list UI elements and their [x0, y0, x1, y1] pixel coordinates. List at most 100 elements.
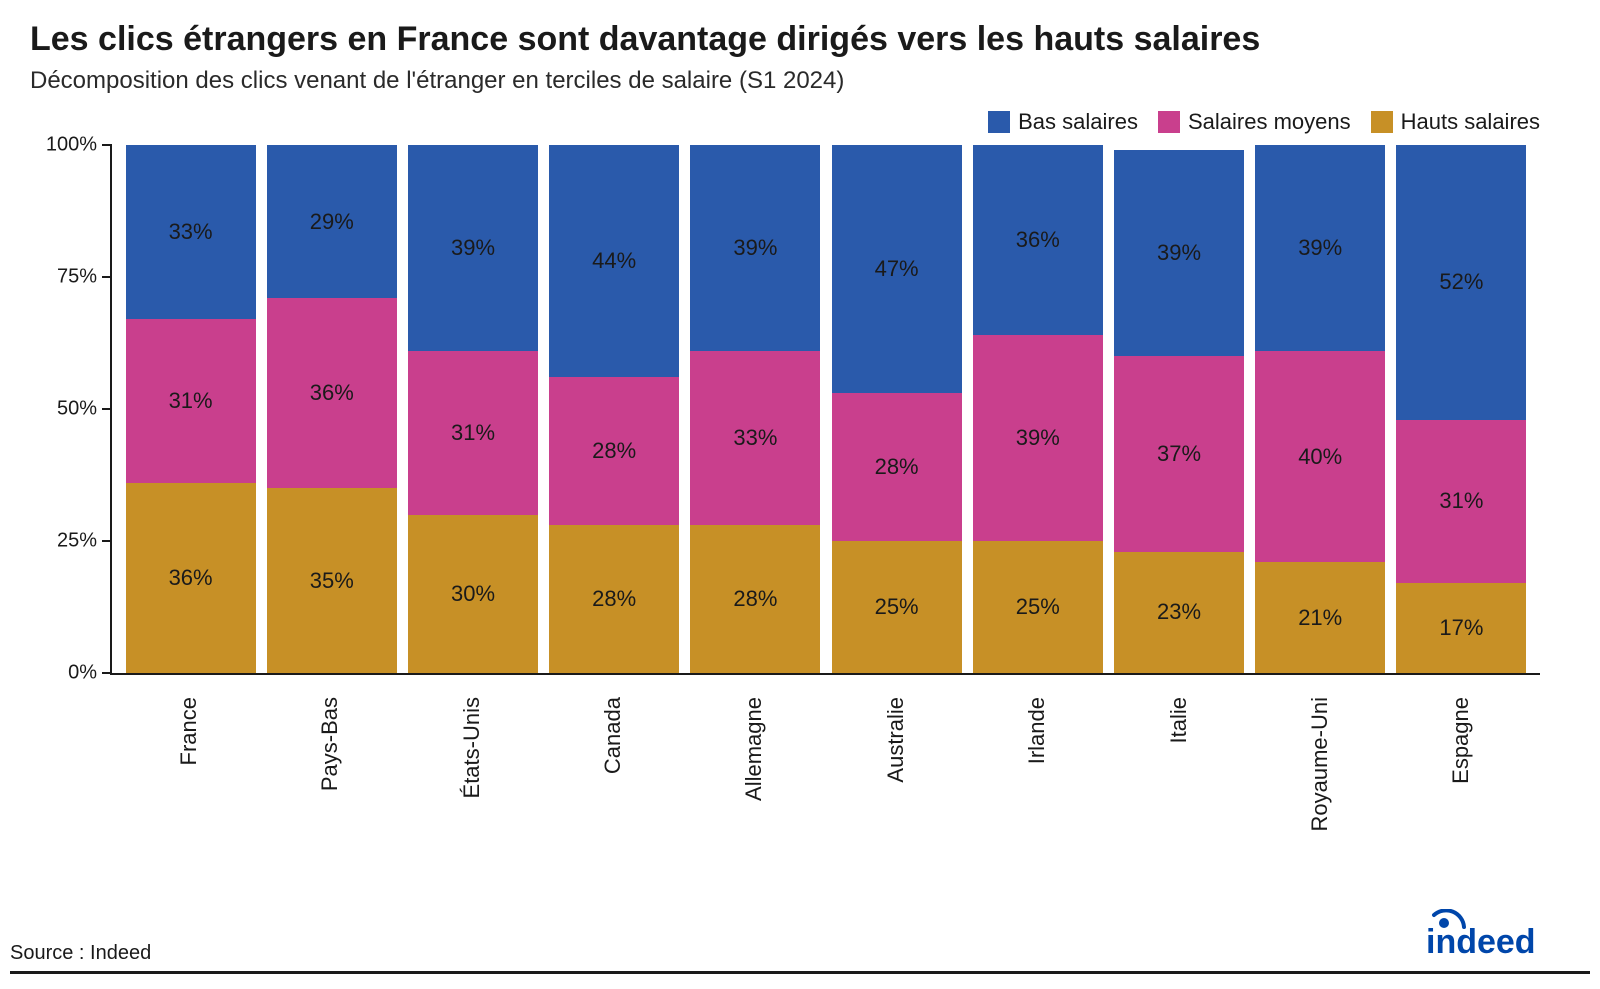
y-tick-label: 25%: [42, 530, 97, 553]
x-axis-label: Royaume-Uni: [1307, 697, 1333, 832]
x-axis-label: États-Unis: [459, 697, 485, 798]
legend-swatch: [1371, 111, 1393, 133]
bar-slot: 23%37%39%: [1108, 145, 1249, 673]
bar-segment-moyen: 31%: [126, 319, 256, 483]
x-label-slot: Royaume-Uni: [1249, 685, 1390, 865]
y-tick-label: 50%: [42, 398, 97, 421]
legend-label: Bas salaires: [1018, 109, 1138, 135]
svg-text:indeed: indeed: [1426, 923, 1536, 959]
y-tick: [102, 144, 112, 146]
bar-segment-moyen: 40%: [1255, 351, 1385, 562]
plot-area: 36%31%33%35%36%29%30%31%39%28%28%44%28%3…: [110, 145, 1540, 675]
bar-segment-bas: 44%: [549, 145, 679, 377]
stacked-bar: 17%31%52%: [1396, 145, 1526, 673]
chart-subtitle: Décomposition des clics venant de l'étra…: [30, 67, 1570, 95]
stacked-bar: 21%40%39%: [1255, 145, 1385, 673]
y-tick: [102, 276, 112, 278]
legend-label: Hauts salaires: [1401, 109, 1540, 135]
bar-segment-moyen: 33%: [690, 351, 820, 525]
bar-slot: 30%31%39%: [402, 145, 543, 673]
legend-item: Salaires moyens: [1158, 109, 1351, 135]
y-tick-label: 0%: [42, 662, 97, 685]
bar-segment-haut: 23%: [1114, 552, 1244, 673]
bar-segment-haut: 17%: [1396, 583, 1526, 673]
bar-segment-moyen: 37%: [1114, 356, 1244, 551]
x-axis-label: Irlande: [1024, 697, 1050, 764]
stacked-bar: 30%31%39%: [408, 145, 538, 673]
bar-segment-moyen: 31%: [1396, 420, 1526, 584]
bar-segment-moyen: 39%: [973, 335, 1103, 541]
stacked-bar: 25%28%47%: [832, 145, 962, 673]
x-axis-label: Australie: [883, 697, 909, 783]
indeed-logo: indeed: [1420, 909, 1570, 964]
x-axis-label: Allemagne: [741, 697, 767, 801]
x-label-slot: États-Unis: [401, 685, 542, 865]
source-footer: Source : Indeed: [10, 942, 1590, 974]
bar-segment-bas: 33%: [126, 145, 256, 319]
bar-slot: 28%33%39%: [685, 145, 826, 673]
bars-container: 36%31%33%35%36%29%30%31%39%28%28%44%28%3…: [112, 145, 1540, 673]
bar-segment-moyen: 28%: [832, 393, 962, 541]
bar-segment-bas: 36%: [973, 145, 1103, 335]
bar-segment-haut: 35%: [267, 488, 397, 673]
bar-slot: 25%28%47%: [826, 145, 967, 673]
bar-slot: 17%31%52%: [1391, 145, 1532, 673]
bar-segment-bas: 39%: [408, 145, 538, 351]
bar-segment-bas: 39%: [1255, 145, 1385, 351]
x-label-slot: Australie: [825, 685, 966, 865]
bar-segment-bas: 29%: [267, 145, 397, 298]
bar-slot: 36%31%33%: [120, 145, 261, 673]
y-tick-label: 100%: [42, 134, 97, 157]
bar-slot: 35%36%29%: [261, 145, 402, 673]
x-axis-label: Canada: [600, 697, 626, 774]
bar-slot: 21%40%39%: [1250, 145, 1391, 673]
bar-segment-haut: 28%: [690, 525, 820, 673]
x-label-slot: Canada: [542, 685, 683, 865]
bar-segment-bas: 39%: [1114, 150, 1244, 356]
x-label-slot: Allemagne: [684, 685, 825, 865]
x-label-slot: Italie: [1108, 685, 1249, 865]
chart-title: Les clics étrangers en France sont davan…: [30, 20, 1570, 59]
stacked-bar: 25%39%36%: [973, 145, 1103, 673]
y-tick: [102, 672, 112, 674]
legend-swatch: [988, 111, 1010, 133]
y-tick-label: 75%: [42, 266, 97, 289]
stacked-bar: 35%36%29%: [267, 145, 397, 673]
stacked-bar: 36%31%33%: [126, 145, 256, 673]
stacked-bar: 28%28%44%: [549, 145, 679, 673]
x-axis-label: Espagne: [1448, 697, 1474, 784]
x-axis-label: Pays-Bas: [317, 697, 343, 791]
bar-segment-haut: 28%: [549, 525, 679, 673]
bar-segment-haut: 21%: [1255, 562, 1385, 673]
bar-segment-haut: 25%: [832, 541, 962, 673]
x-axis-label: France: [176, 697, 202, 765]
x-label-slot: Irlande: [966, 685, 1107, 865]
bar-segment-moyen: 28%: [549, 377, 679, 525]
source-label: Source : Indeed: [10, 942, 151, 964]
stacked-bar: 23%37%39%: [1114, 145, 1244, 673]
x-axis-labels: France Pays-Bas États-Unis Canada Allemagne A…: [110, 685, 1540, 865]
bar-segment-bas: 39%: [690, 145, 820, 351]
bar-segment-haut: 25%: [973, 541, 1103, 673]
bar-slot: 28%28%44%: [544, 145, 685, 673]
x-label-slot: Espagne: [1391, 685, 1532, 865]
y-tick: [102, 540, 112, 542]
bar-segment-moyen: 31%: [408, 351, 538, 515]
bar-segment-haut: 36%: [126, 483, 256, 673]
y-tick: [102, 408, 112, 410]
x-axis-label: Italie: [1166, 697, 1192, 743]
legend-item: Hauts salaires: [1371, 109, 1540, 135]
bar-segment-moyen: 36%: [267, 298, 397, 488]
chart-area: 36%31%33%35%36%29%30%31%39%28%28%44%28%3…: [30, 145, 1570, 865]
bar-segment-haut: 30%: [408, 515, 538, 673]
legend-swatch: [1158, 111, 1180, 133]
x-label-slot: Pays-Bas: [259, 685, 400, 865]
bar-segment-bas: 52%: [1396, 145, 1526, 420]
legend: Bas salaires Salaires moyens Hauts salaire…: [30, 109, 1570, 135]
legend-item: Bas salaires: [988, 109, 1138, 135]
bar-slot: 25%39%36%: [967, 145, 1108, 673]
bar-segment-bas: 47%: [832, 145, 962, 393]
x-label-slot: France: [118, 685, 259, 865]
stacked-bar: 28%33%39%: [690, 145, 820, 673]
legend-label: Salaires moyens: [1188, 109, 1351, 135]
